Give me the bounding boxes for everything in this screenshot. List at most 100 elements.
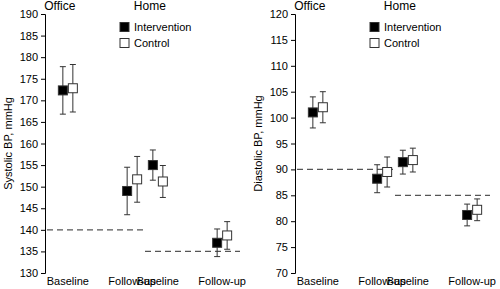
tick: 80 xyxy=(276,215,295,227)
marker xyxy=(473,205,482,214)
group-label: Home xyxy=(134,0,166,13)
tick-mark xyxy=(41,79,45,80)
tick-label: 155 xyxy=(20,159,38,171)
tick-mark xyxy=(41,187,45,188)
marker xyxy=(308,108,317,117)
tick: 150 xyxy=(20,181,45,193)
marker xyxy=(223,231,232,240)
tick-label: 170 xyxy=(20,94,38,106)
category-label: Follow-up xyxy=(448,275,496,287)
reference-line xyxy=(47,229,145,230)
error-cap xyxy=(214,256,220,257)
tick-label: 85 xyxy=(276,189,288,201)
tick-mark xyxy=(41,14,45,15)
legend-swatch xyxy=(120,23,129,32)
marker xyxy=(318,103,327,112)
marker xyxy=(123,186,132,195)
tick-label: 75 xyxy=(276,241,288,253)
error-cap xyxy=(224,221,230,222)
tick-label: 120 xyxy=(270,8,288,20)
error-cap xyxy=(374,192,380,193)
tick-mark xyxy=(41,100,45,101)
marker xyxy=(133,175,142,184)
tick: 135 xyxy=(20,245,45,257)
y-axis: 130135140145150155160165170175180185190 xyxy=(20,8,46,279)
plot-area xyxy=(297,92,490,226)
error-cap xyxy=(384,156,390,157)
error-cap xyxy=(70,111,76,112)
tick-mark xyxy=(41,144,45,145)
error-cap xyxy=(310,127,316,128)
error-cap xyxy=(374,164,380,165)
legend-label: Intervention xyxy=(384,21,441,33)
error-cap xyxy=(160,197,166,198)
tick: 185 xyxy=(20,30,45,42)
tick-label: 135 xyxy=(20,245,38,257)
tick-mark xyxy=(291,144,295,145)
marker xyxy=(398,158,407,167)
tick-mark xyxy=(41,208,45,209)
tick: 70 xyxy=(276,267,295,279)
tick: 145 xyxy=(20,202,45,214)
marker xyxy=(373,174,382,183)
legend: Intervention Control xyxy=(370,21,441,49)
error-cap xyxy=(474,198,480,199)
legend-swatch xyxy=(370,39,379,48)
tick-mark xyxy=(291,169,295,170)
axis-line xyxy=(291,15,296,274)
tick-label: 80 xyxy=(276,215,288,227)
tick: 110 xyxy=(270,60,295,72)
tick: 95 xyxy=(276,138,295,150)
reference-line xyxy=(395,195,490,196)
axis-line xyxy=(41,15,46,274)
legend-label: Control xyxy=(134,37,169,49)
marker xyxy=(148,161,157,170)
error-cap xyxy=(70,64,76,65)
legend-swatch xyxy=(370,23,379,32)
tick-label: 70 xyxy=(276,267,288,279)
error-cap xyxy=(150,180,156,181)
axis-title: Diastolic BP, mmHg xyxy=(252,95,264,191)
tick: 85 xyxy=(276,189,295,201)
tick: 140 xyxy=(20,224,45,236)
error-cap xyxy=(474,220,480,221)
tick: 130 xyxy=(20,267,45,279)
tick: 165 xyxy=(20,116,45,128)
tick: 75 xyxy=(276,241,295,253)
error-cap xyxy=(124,214,130,215)
tick-label: 145 xyxy=(20,202,38,214)
tick-label: 100 xyxy=(270,112,288,124)
tick: 115 xyxy=(270,34,295,46)
tick-mark xyxy=(291,247,295,248)
error-cap xyxy=(464,225,470,226)
error-cap xyxy=(464,204,470,205)
figure: 130135140145150155160165170175180185190S… xyxy=(0,0,500,289)
error-cap xyxy=(384,187,390,188)
tick: 190 xyxy=(20,8,45,20)
tick-label: 115 xyxy=(270,34,288,46)
tick-mark xyxy=(41,36,45,37)
reference-line xyxy=(145,251,240,252)
tick-mark xyxy=(291,195,295,196)
category-label: Baseline xyxy=(47,275,89,287)
category-label: Follow-up xyxy=(198,275,246,287)
error-cap xyxy=(214,228,220,229)
tick-label: 160 xyxy=(20,138,38,150)
legend-label: Control xyxy=(384,37,419,49)
error-cap xyxy=(320,91,326,92)
tick-label: 185 xyxy=(20,30,38,42)
tick-mark xyxy=(291,66,295,67)
tick: 170 xyxy=(20,94,45,106)
tick: 90 xyxy=(276,163,295,175)
marker xyxy=(463,210,472,219)
tick-mark xyxy=(291,273,295,274)
tick-label: 130 xyxy=(20,267,38,279)
tick-label: 95 xyxy=(276,138,288,150)
category-label: Baseline xyxy=(387,275,429,287)
tick-mark xyxy=(291,14,295,15)
error-cap xyxy=(124,167,130,168)
panel: 707580859095100105110115120Diastolic BP,… xyxy=(252,0,496,287)
tick-label: 180 xyxy=(20,51,38,63)
tick-mark xyxy=(291,40,295,41)
tick-mark xyxy=(41,230,45,231)
